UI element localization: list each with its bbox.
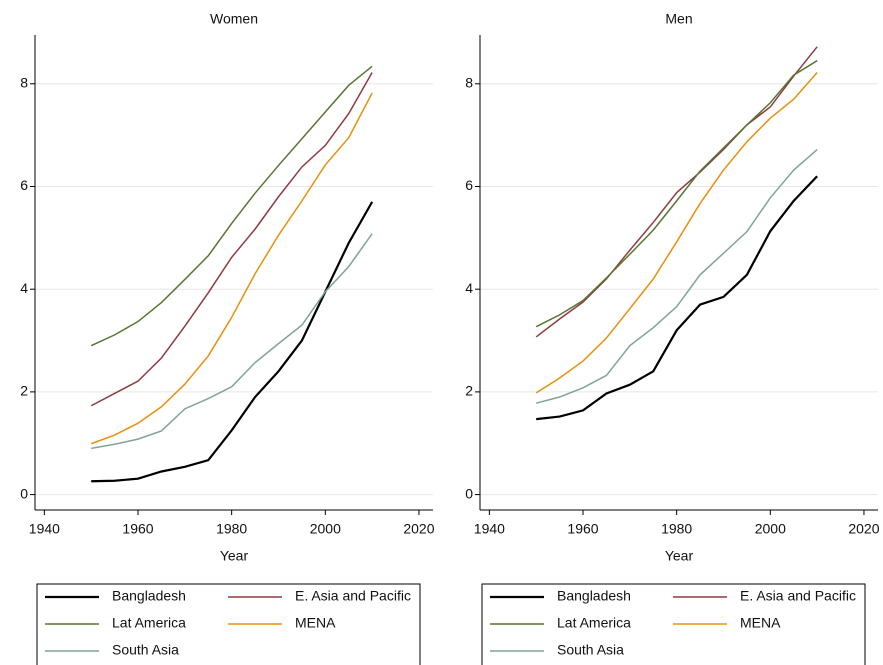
y-tick-label: 2 xyxy=(20,383,28,399)
x-tick-label: 1980 xyxy=(216,521,247,537)
legend-label: E. Asia and Pacific xyxy=(295,588,411,604)
x-tick-label: 2020 xyxy=(848,521,879,537)
x-axis-label: Year xyxy=(665,548,694,564)
y-tick-label: 8 xyxy=(465,74,473,90)
series-line xyxy=(90,65,373,347)
series-line xyxy=(91,233,373,450)
series-line xyxy=(90,72,373,407)
x-tick-label: 1980 xyxy=(661,521,692,537)
y-tick-label: 4 xyxy=(20,280,28,296)
legend-label: MENA xyxy=(295,615,336,631)
legend-label: Lat America xyxy=(112,615,186,631)
series-line xyxy=(91,201,374,483)
y-tick-label: 0 xyxy=(20,485,28,501)
x-axis-label: Year xyxy=(220,548,249,564)
series-line xyxy=(535,46,818,338)
x-tick-label: 2020 xyxy=(403,521,434,537)
legend-label: Bangladesh xyxy=(557,588,631,604)
legend-box xyxy=(481,583,866,665)
x-tick-label: 1960 xyxy=(567,521,598,537)
y-tick-label: 8 xyxy=(20,74,28,90)
series-line xyxy=(90,92,373,445)
y-tick-label: 0 xyxy=(465,485,473,501)
legend-box xyxy=(36,583,421,665)
legend-label: South Asia xyxy=(112,642,179,658)
x-tick-label: 1960 xyxy=(122,521,153,537)
series-line xyxy=(536,175,818,421)
legend-label: Bangladesh xyxy=(112,588,186,604)
series-line xyxy=(535,71,818,394)
y-tick-label: 2 xyxy=(465,383,473,399)
x-tick-label: 1940 xyxy=(29,521,60,537)
series-line xyxy=(535,60,818,328)
x-tick-label: 2000 xyxy=(310,521,341,537)
panel-title: Women xyxy=(210,11,258,27)
legend-label: Lat America xyxy=(557,615,631,631)
panel-title: Men xyxy=(665,11,692,27)
y-tick-label: 4 xyxy=(465,280,473,296)
x-tick-label: 2000 xyxy=(755,521,786,537)
x-tick-label: 1940 xyxy=(474,521,505,537)
legend-label: MENA xyxy=(740,615,781,631)
series-line xyxy=(535,148,818,404)
y-tick-label: 6 xyxy=(20,177,28,193)
legend-label: South Asia xyxy=(557,642,624,658)
legend-label: E. Asia and Pacific xyxy=(740,588,856,604)
y-tick-label: 6 xyxy=(465,177,473,193)
